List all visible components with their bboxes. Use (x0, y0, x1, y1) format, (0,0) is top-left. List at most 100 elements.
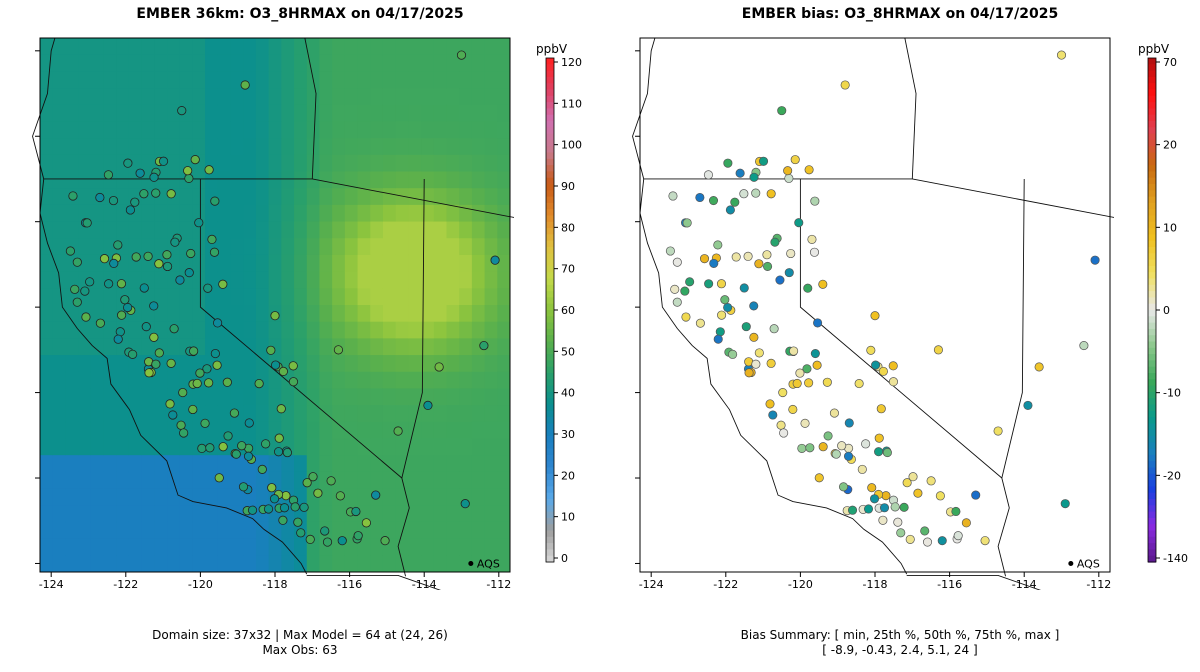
grid-cell (471, 371, 486, 389)
bias-site (961, 518, 971, 528)
grid-cell (141, 488, 155, 506)
observation-site (305, 534, 315, 545)
grid-cell (255, 271, 270, 289)
grid-cell (243, 288, 257, 306)
grid-cell (40, 471, 54, 490)
observation-site (456, 50, 467, 60)
grid-cell (344, 288, 359, 306)
grid-cell (370, 121, 384, 139)
grid-cell (167, 538, 181, 556)
grid-cell (395, 505, 409, 523)
grid-cell (52, 405, 66, 423)
grid-cell (408, 405, 422, 423)
colorbar-step (1148, 417, 1156, 424)
bias-site (1034, 362, 1044, 372)
grid-cell (433, 188, 447, 206)
grid-cell (395, 338, 409, 356)
observation-site (218, 442, 228, 452)
colorbar-step (1148, 177, 1156, 185)
grid-cell (243, 38, 257, 56)
grid-cell (281, 104, 295, 122)
colorbar-step (1148, 190, 1156, 198)
bias-site (731, 252, 741, 262)
colorbar-step (1148, 184, 1156, 191)
grid-cell (344, 121, 359, 139)
x-tick-label: -112 (1086, 578, 1111, 590)
grid-cell (78, 488, 92, 506)
bias-site (804, 165, 814, 175)
grid-cell (471, 288, 486, 306)
grid-cell (179, 138, 193, 156)
grid-cell (141, 204, 155, 223)
grid-cell (154, 104, 168, 122)
grid-cell (395, 88, 409, 106)
grid-cell (78, 371, 92, 389)
bias-site (888, 361, 898, 371)
colorbar-step (1148, 310, 1156, 317)
grid-cell (408, 54, 422, 72)
grid-cell (395, 154, 409, 172)
bias-site (794, 218, 804, 228)
grid-cell (484, 305, 498, 323)
grid-cell (40, 54, 54, 72)
model-caption-line1: Domain size: 37x32 | Max Model = 64 at (… (152, 628, 448, 642)
bias-site (789, 346, 799, 356)
grid-cell (255, 388, 270, 406)
bias-site (749, 172, 759, 182)
grid-cell (128, 104, 143, 122)
grid-cell (243, 254, 257, 273)
colorbar-step (1148, 398, 1156, 406)
grid-cell (395, 371, 409, 389)
bias-site (876, 404, 886, 414)
grid-cell (332, 188, 346, 206)
grid-cell (281, 471, 295, 490)
boundary-line (906, 574, 1041, 590)
grid-cell (230, 238, 244, 256)
grid-cell (167, 521, 181, 540)
observation-site (123, 158, 133, 168)
grid-cell (205, 204, 219, 223)
grid-cell (217, 555, 232, 573)
colorbar-step (546, 316, 554, 324)
grid-cell (40, 321, 54, 339)
grid-cell (370, 54, 384, 72)
grid-cell (230, 455, 244, 473)
bias-site (788, 404, 798, 414)
bias-site (814, 473, 824, 483)
grid-cell (243, 405, 257, 423)
colorbar-step (546, 108, 554, 116)
grid-cell (370, 271, 384, 289)
grid-cell (433, 555, 447, 573)
grid-cell (433, 121, 447, 139)
grid-cell (52, 338, 66, 356)
grid-cell (205, 455, 219, 473)
grid-cell (484, 521, 498, 540)
colorbar-step (546, 127, 554, 135)
aqs-marker (1068, 560, 1074, 566)
grid-cell (192, 254, 206, 273)
observation-site (194, 218, 204, 228)
bias-caption-line1: Bias Summary: [ min, 25th %, 50th %, 75t… (740, 628, 1060, 642)
grid-cell (179, 488, 193, 506)
grid-cell (179, 555, 193, 573)
grid-cell (154, 138, 168, 156)
grid-cell (357, 104, 371, 122)
observation-site (222, 377, 232, 387)
colorbar-step (546, 404, 554, 412)
bias-site (715, 327, 725, 337)
bias-site (935, 491, 945, 501)
grid-cell (332, 505, 346, 523)
grid-cell (192, 471, 206, 490)
grid-cell (497, 188, 511, 206)
grid-cell (433, 321, 447, 339)
grid-cell (230, 188, 244, 206)
bias-site (775, 275, 785, 285)
bias-site (844, 418, 854, 428)
observation-site (192, 378, 202, 389)
observation-site (162, 250, 172, 260)
grid-cell (395, 188, 409, 206)
grid-cell (497, 521, 511, 540)
grid-cell (306, 54, 320, 72)
grid-cell (497, 338, 511, 356)
